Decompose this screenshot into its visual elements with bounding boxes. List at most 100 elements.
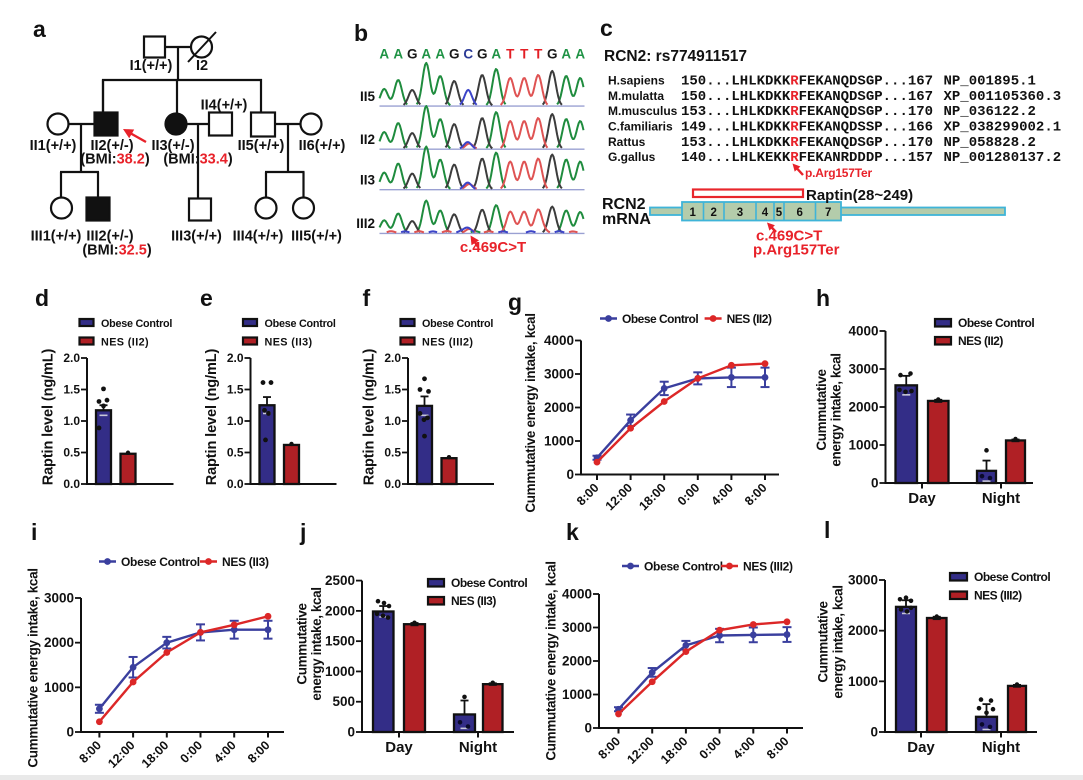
svg-text:18:00: 18:00 bbox=[658, 734, 691, 767]
svg-text:1500: 1500 bbox=[325, 634, 355, 649]
svg-text:h: h bbox=[816, 285, 830, 311]
svg-text:140...LHLKEKKRFEKANRDDDP...157: 140...LHLKEKKRFEKANRDDDP...157 bbox=[681, 150, 933, 166]
svg-text:8:00: 8:00 bbox=[742, 481, 770, 509]
svg-text:RCN2: RCN2 bbox=[602, 196, 646, 213]
svg-text:Day: Day bbox=[907, 739, 935, 756]
svg-text:2500: 2500 bbox=[325, 573, 355, 588]
svg-text:(BMI:32.5): (BMI:32.5) bbox=[82, 243, 151, 259]
svg-text:149...LHLKDKKRFEKANQDSSP...166: 149...LHLKDKKRFEKANQDSSP...166 bbox=[681, 120, 933, 136]
svg-text:1.5: 1.5 bbox=[384, 383, 401, 397]
svg-text:1.0: 1.0 bbox=[227, 414, 244, 428]
svg-text:c.469C>T: c.469C>T bbox=[460, 239, 526, 256]
svg-text:1.5: 1.5 bbox=[63, 383, 80, 397]
svg-text:3000: 3000 bbox=[848, 573, 878, 588]
svg-text:Raptin level (ng/mL): Raptin level (ng/mL) bbox=[204, 348, 220, 485]
svg-text:Cummutative: Cummutative bbox=[816, 601, 831, 683]
svg-text:NP_058828.2: NP_058828.2 bbox=[944, 135, 1036, 151]
svg-text:NP_001895.1: NP_001895.1 bbox=[944, 74, 1036, 90]
svg-text:4:00: 4:00 bbox=[730, 734, 758, 762]
svg-text:3000: 3000 bbox=[562, 620, 592, 635]
svg-text:NES (II2): NES (II2) bbox=[101, 337, 149, 349]
svg-text:a: a bbox=[33, 16, 46, 42]
svg-text:C: C bbox=[463, 47, 473, 62]
svg-text:NES (II3): NES (II3) bbox=[222, 555, 269, 569]
svg-text:A: A bbox=[561, 47, 571, 62]
svg-text:II3: II3 bbox=[360, 173, 376, 188]
svg-text:12:00: 12:00 bbox=[105, 738, 138, 771]
svg-text:II3(+/-): II3(+/-) bbox=[151, 138, 194, 154]
svg-text:II4(+/+): II4(+/+) bbox=[201, 98, 248, 114]
svg-text:G: G bbox=[407, 47, 418, 62]
svg-text:II2: II2 bbox=[360, 132, 375, 147]
svg-text:Obese Control: Obese Control bbox=[101, 318, 172, 330]
svg-text:Day: Day bbox=[908, 490, 936, 507]
svg-text:2000: 2000 bbox=[848, 400, 878, 415]
svg-text:1000: 1000 bbox=[44, 680, 74, 695]
svg-text:Obese Control: Obese Control bbox=[644, 560, 723, 574]
svg-text:Night: Night bbox=[982, 490, 1020, 507]
svg-text:Raptin level (ng/mL): Raptin level (ng/mL) bbox=[362, 348, 378, 485]
svg-text:Cummutative: Cummutative bbox=[295, 603, 310, 685]
svg-text:energy intake, kcal: energy intake, kcal bbox=[831, 585, 846, 698]
svg-text:0: 0 bbox=[870, 725, 878, 740]
svg-text:0:00: 0:00 bbox=[675, 481, 703, 509]
svg-text:NES (II2): NES (II2) bbox=[727, 312, 772, 326]
svg-text:III2(+/-): III2(+/-) bbox=[86, 229, 133, 245]
svg-text:4000: 4000 bbox=[848, 324, 878, 339]
svg-text:NP_001280137.2: NP_001280137.2 bbox=[944, 150, 1062, 166]
svg-text:energy intake, kcal: energy intake, kcal bbox=[309, 587, 324, 700]
svg-text:8:00: 8:00 bbox=[245, 738, 273, 766]
svg-text:NES (II3): NES (II3) bbox=[265, 337, 313, 349]
svg-text:12:00: 12:00 bbox=[603, 481, 636, 514]
svg-text:(BMI:38.2): (BMI:38.2) bbox=[80, 152, 149, 168]
svg-text:f: f bbox=[363, 285, 371, 311]
svg-text:H.sapiens: H.sapiens bbox=[608, 74, 665, 88]
svg-text:Cummutative: Cummutative bbox=[814, 369, 829, 451]
svg-text:XP_001105360.3: XP_001105360.3 bbox=[944, 89, 1062, 105]
svg-text:3000: 3000 bbox=[544, 367, 574, 382]
svg-text:2000: 2000 bbox=[44, 635, 74, 650]
svg-text:8:00: 8:00 bbox=[764, 734, 792, 762]
svg-text:Obese Control: Obese Control bbox=[622, 312, 698, 326]
svg-text:1.0: 1.0 bbox=[63, 414, 80, 428]
svg-text:G: G bbox=[449, 47, 460, 62]
svg-text:0.0: 0.0 bbox=[63, 477, 80, 491]
svg-text:g: g bbox=[508, 289, 522, 315]
svg-text:2: 2 bbox=[711, 207, 717, 219]
svg-text:2.0: 2.0 bbox=[63, 351, 80, 365]
svg-text:500: 500 bbox=[332, 694, 355, 709]
svg-text:A: A bbox=[575, 47, 585, 62]
svg-text:0: 0 bbox=[66, 725, 74, 740]
svg-text:energy intake, kcal: energy intake, kcal bbox=[829, 353, 844, 466]
svg-text:Rattus: Rattus bbox=[608, 135, 646, 149]
svg-text:18:00: 18:00 bbox=[636, 481, 669, 514]
svg-text:j: j bbox=[299, 519, 306, 545]
svg-text:Day: Day bbox=[385, 739, 413, 756]
svg-text:0:00: 0:00 bbox=[697, 734, 725, 762]
svg-text:A: A bbox=[393, 47, 403, 62]
svg-text:4:00: 4:00 bbox=[708, 481, 736, 509]
svg-text:2000: 2000 bbox=[325, 603, 355, 618]
svg-text:II1(+/+): II1(+/+) bbox=[30, 138, 77, 154]
svg-text:1000: 1000 bbox=[562, 687, 592, 702]
svg-text:1: 1 bbox=[690, 207, 697, 219]
svg-text:T: T bbox=[520, 47, 529, 62]
svg-text:2000: 2000 bbox=[562, 654, 592, 669]
svg-text:6: 6 bbox=[797, 207, 803, 219]
svg-text:II2(+/-): II2(+/-) bbox=[90, 138, 133, 154]
svg-text:NES (III2): NES (III2) bbox=[422, 337, 473, 349]
svg-text:II5: II5 bbox=[360, 89, 376, 104]
svg-text:i: i bbox=[31, 519, 37, 545]
svg-text:0.0: 0.0 bbox=[384, 477, 401, 491]
svg-text:3000: 3000 bbox=[848, 362, 878, 377]
svg-text:II5(+/+): II5(+/+) bbox=[238, 138, 285, 154]
svg-text:p.Arg157Ter: p.Arg157Ter bbox=[805, 166, 872, 180]
svg-text:153...LHLKDKKRFEKANQDSGP...170: 153...LHLKDKKRFEKANQDSGP...170 bbox=[681, 104, 933, 120]
svg-text:G.gallus: G.gallus bbox=[608, 150, 656, 164]
svg-text:Cummutative energy intake, kca: Cummutative energy intake, kcal bbox=[26, 568, 41, 767]
svg-text:1000: 1000 bbox=[325, 664, 355, 679]
svg-text:I2: I2 bbox=[196, 58, 208, 74]
svg-text:8:00: 8:00 bbox=[76, 738, 104, 766]
svg-text:4:00: 4:00 bbox=[211, 738, 239, 766]
svg-text:NES (III2): NES (III2) bbox=[743, 560, 793, 574]
